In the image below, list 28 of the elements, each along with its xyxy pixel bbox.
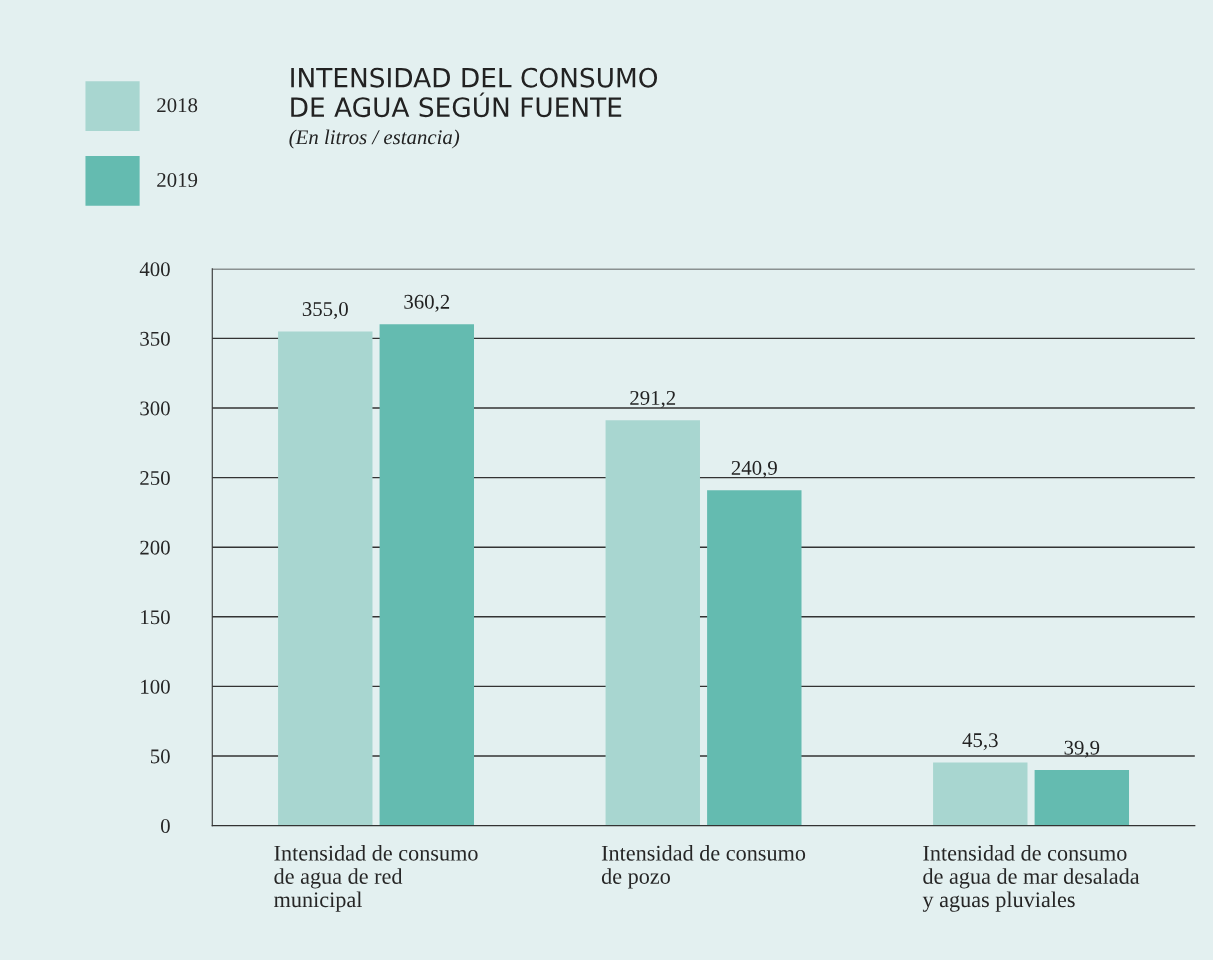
bar	[379, 324, 474, 826]
y-tick-label: 400	[139, 262, 170, 277]
y-tick-label: 0	[160, 818, 170, 834]
data-label: 240,9	[731, 460, 777, 478]
data-label: 291,2	[630, 390, 676, 408]
data-label: 45,3	[962, 733, 998, 751]
y-tick-label: 200	[140, 540, 170, 555]
x-tick-label: Intensidad de consumo de pozo	[601, 845, 806, 889]
chart-subtitle: (En litros / estancia)	[289, 129, 460, 149]
bar	[605, 420, 700, 826]
y-tick-label: 250	[140, 470, 170, 486]
y-tick-label: 350	[140, 331, 170, 346]
chart-title: INTENSIDAD DEL CONSUMO DE AGUA SEGÚN FUENTE	[291, 67, 658, 118]
y-tick-label: 150	[141, 610, 170, 625]
y-tick-label: 50	[150, 749, 170, 764]
bar	[707, 490, 802, 826]
legend-label: 2019	[157, 172, 198, 187]
data-label: 360,2	[404, 294, 450, 312]
y-tick-label: 100	[141, 679, 170, 694]
x-tick-label: Intensidad de consumo de agua de red municipal	[274, 845, 478, 912]
data-label: 39,9	[1064, 740, 1100, 758]
data-label: 355,0	[302, 302, 348, 320]
bar	[1034, 770, 1130, 826]
legend-label: 2018	[157, 98, 198, 113]
bar	[933, 762, 1028, 826]
bar	[278, 331, 373, 826]
x-tick-label: Intensidad de consumo de agua de mar desalada y aguas pluviales	[922, 845, 1140, 912]
y-tick-label: 300	[140, 401, 170, 416]
